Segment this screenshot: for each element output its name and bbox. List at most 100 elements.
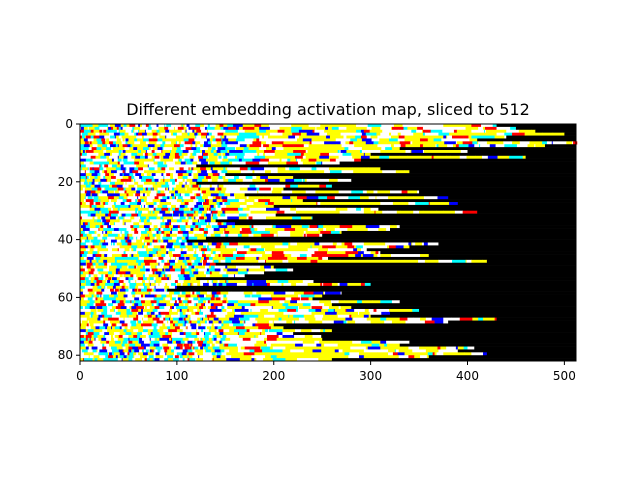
heatmap-cell — [367, 308, 369, 313]
heatmap-cell — [268, 135, 278, 139]
heatmap-cell — [97, 320, 104, 324]
heatmap-cell — [184, 204, 188, 209]
heatmap-cell — [207, 251, 212, 255]
heatmap-cell — [423, 150, 430, 154]
heatmap-cell — [185, 147, 192, 151]
heatmap-cell — [371, 126, 381, 131]
heatmap-cell — [259, 138, 268, 142]
heatmap-cell — [84, 222, 89, 226]
heatmap-cell — [322, 150, 327, 154]
heatmap-cell — [229, 329, 235, 333]
heatmap-cell — [189, 207, 191, 212]
heatmap-cell — [236, 343, 245, 347]
heatmap-cell — [275, 268, 278, 272]
heatmap-cell — [102, 329, 108, 333]
heatmap-cell — [229, 150, 244, 154]
heatmap-cell — [117, 343, 122, 347]
heatmap-cell — [164, 285, 170, 290]
heatmap-cell — [242, 207, 247, 212]
heatmap-cell — [142, 245, 145, 249]
heatmap-cell — [182, 320, 185, 324]
heatmap-cell — [486, 259, 577, 264]
heatmap-cell — [103, 228, 107, 232]
heatmap-cell — [197, 329, 202, 333]
heatmap-cell — [203, 346, 205, 350]
heatmap-cell — [217, 155, 219, 159]
heatmap-cell — [154, 236, 157, 240]
heatmap-cell — [104, 300, 108, 304]
heatmap-cell — [443, 124, 454, 128]
heatmap-cell — [131, 300, 135, 304]
heatmap-cell — [163, 239, 169, 243]
heatmap-cell — [348, 147, 363, 151]
heatmap-cell — [111, 225, 114, 229]
heatmap-cell — [482, 259, 488, 264]
heatmap-cell — [231, 259, 245, 264]
heatmap-cell — [114, 181, 121, 185]
heatmap-cell — [80, 280, 86, 284]
heatmap-cell — [138, 181, 145, 185]
heatmap-cell — [389, 202, 394, 206]
heatmap-cell — [237, 207, 244, 212]
heatmap-cell — [103, 181, 106, 185]
heatmap-cell — [220, 291, 226, 295]
heatmap-cell — [119, 332, 122, 336]
heatmap-cell — [307, 228, 319, 232]
heatmap-cell — [291, 254, 301, 258]
heatmap-cell — [136, 314, 139, 318]
heatmap-cell — [80, 230, 86, 235]
heatmap-cell — [404, 170, 410, 174]
heatmap-cell — [202, 210, 208, 214]
heatmap-cell — [344, 242, 347, 246]
heatmap-cell — [203, 282, 210, 287]
heatmap-cell — [90, 337, 92, 342]
heatmap-cell — [152, 332, 154, 336]
heatmap-cell — [157, 164, 163, 168]
heatmap-cell — [121, 230, 125, 235]
heatmap-cell — [363, 167, 369, 171]
heatmap-cell — [136, 323, 139, 327]
heatmap-cell — [88, 291, 90, 295]
heatmap-cell — [80, 303, 86, 307]
heatmap-cell — [189, 256, 192, 261]
heatmap-cell — [125, 129, 132, 133]
heatmap-cell — [80, 126, 85, 131]
heatmap-cell — [193, 346, 195, 350]
heatmap-cell — [99, 129, 103, 133]
heatmap-cell — [90, 210, 97, 214]
heatmap-cell — [434, 320, 444, 324]
heatmap-cell — [134, 204, 141, 209]
heatmap-cell — [210, 291, 213, 295]
heatmap-cell — [341, 291, 577, 295]
heatmap-cell — [174, 152, 180, 157]
heatmap-cell — [118, 150, 122, 154]
heatmap-cell — [552, 141, 567, 145]
heatmap-cell — [180, 161, 184, 165]
heatmap-cell — [174, 213, 180, 217]
heatmap-cell — [134, 178, 136, 183]
heatmap-cell — [331, 346, 344, 350]
heatmap-cell — [102, 291, 106, 295]
heatmap-cell — [150, 228, 155, 232]
heatmap-cell — [88, 147, 92, 151]
heatmap-cell — [192, 167, 194, 171]
heatmap-cell — [167, 288, 577, 292]
heatmap-cell — [272, 311, 284, 316]
heatmap-cell — [245, 320, 258, 324]
heatmap-cell — [137, 184, 144, 188]
heatmap-cell — [394, 124, 403, 128]
heatmap-cell — [370, 207, 379, 212]
heatmap-cell — [109, 340, 116, 344]
heatmap-cell — [179, 167, 184, 171]
heatmap-cell — [189, 343, 191, 347]
heatmap-cell — [210, 225, 213, 229]
heatmap-cell — [125, 288, 129, 292]
heatmap-cell — [307, 282, 321, 287]
heatmap-cell — [106, 138, 109, 142]
heatmap-cell — [166, 268, 171, 272]
heatmap-cell — [134, 303, 139, 307]
heatmap-cell — [194, 291, 197, 295]
heatmap-cell — [339, 230, 342, 235]
heatmap-cell — [164, 262, 171, 266]
heatmap-cell — [117, 320, 121, 324]
